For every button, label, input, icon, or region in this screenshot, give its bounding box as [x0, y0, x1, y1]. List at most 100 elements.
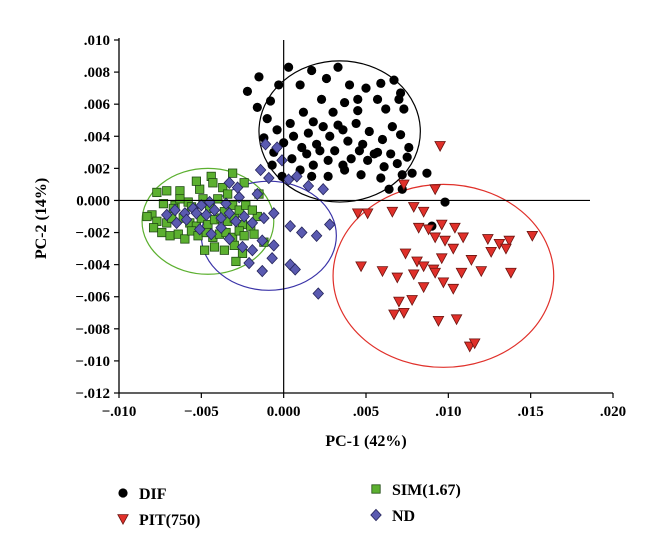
point-dif — [339, 97, 350, 108]
legend-swatch-square — [371, 484, 381, 494]
point-sim167 — [157, 227, 167, 238]
point-nd — [266, 252, 278, 265]
x-tick-label: −.005 — [184, 404, 219, 420]
point-dif — [330, 146, 340, 156]
point-dif — [354, 146, 365, 156]
legend-label-dif: DIF — [139, 486, 167, 503]
point-dif — [422, 168, 432, 178]
point-nd — [271, 141, 283, 154]
point-pit750 — [465, 255, 478, 266]
point-dif — [272, 125, 282, 135]
point-sim167 — [241, 200, 251, 210]
point-pit750 — [417, 261, 430, 273]
legend-item-pit750: PIT(750) — [117, 512, 200, 529]
point-sim167 — [247, 205, 257, 215]
y-tick-label: .010 — [84, 33, 110, 49]
point-dif — [363, 155, 373, 165]
point-sim167 — [231, 256, 241, 267]
point-sim167 — [175, 186, 185, 196]
y-tick-label: −.002 — [75, 226, 110, 242]
point-dif — [252, 102, 262, 112]
point-sim167 — [173, 229, 183, 239]
point-dif — [389, 75, 399, 85]
point-dif — [302, 149, 312, 159]
axes — [114, 38, 614, 398]
point-pit750 — [393, 296, 405, 308]
y-tick-label: −.006 — [75, 290, 110, 306]
point-dif — [288, 131, 299, 141]
point-sim167 — [213, 194, 223, 204]
point-dif — [404, 142, 414, 153]
x-tick-label: .020 — [600, 404, 626, 420]
point-nd — [251, 187, 264, 201]
point-dif — [297, 142, 307, 153]
point-nd — [170, 216, 183, 230]
legend-swatch-triangle-down — [117, 514, 129, 526]
point-pit750 — [429, 267, 442, 279]
point-nd — [310, 229, 323, 242]
point-sim167 — [180, 234, 190, 244]
legend-item-nd: ND — [370, 508, 415, 525]
point-pit750 — [485, 246, 498, 258]
point-nd — [243, 256, 255, 270]
point-dif — [351, 118, 361, 129]
point-dif — [339, 165, 350, 175]
group-ellipse-pit750 — [332, 183, 555, 368]
point-sim167 — [162, 186, 172, 196]
x-tick-label: 0.000 — [267, 404, 301, 420]
point-nd — [161, 208, 173, 222]
point-dif — [402, 152, 412, 162]
point-dif — [394, 94, 404, 104]
point-dif — [307, 171, 317, 181]
point-dif — [274, 80, 284, 90]
point-pit750 — [407, 269, 420, 281]
point-dif — [287, 154, 297, 164]
point-nd — [324, 218, 336, 231]
legend: DIF PIT(750) SIM(1.67) ND — [117, 482, 461, 529]
point-pit750 — [447, 243, 460, 255]
point-sim167 — [158, 199, 169, 209]
point-nd — [263, 171, 275, 185]
point-dif — [307, 65, 317, 76]
point-sim167 — [218, 183, 228, 193]
point-pit750 — [447, 283, 460, 295]
point-dif — [308, 117, 318, 127]
point-dif — [353, 94, 363, 104]
point-sim167 — [142, 211, 152, 222]
point-dif — [242, 86, 253, 96]
point-nd — [200, 208, 213, 222]
point-pit750 — [450, 314, 463, 326]
point-nd — [190, 207, 203, 220]
point-nd — [276, 154, 288, 167]
point-dif — [384, 184, 394, 194]
group-ellipse-sim167 — [141, 167, 275, 275]
point-nd — [236, 240, 249, 254]
point-nd — [317, 183, 329, 196]
point-dif — [315, 146, 325, 156]
legend-item-dif: DIF — [118, 486, 167, 503]
point-sim167 — [175, 194, 185, 204]
point-dif — [377, 134, 388, 145]
point-dif — [284, 62, 294, 72]
plot-area — [141, 60, 555, 368]
tick-labels: .010 .008 .006 .004 .002 0.000 −.002 −.004 −.006… — [75, 33, 626, 420]
point-nd — [258, 211, 270, 225]
point-nd — [230, 215, 242, 228]
point-dif — [267, 160, 277, 170]
point-dif — [295, 80, 305, 90]
legend-label-pit750: PIT(750) — [139, 512, 200, 529]
y-tick-label: .006 — [84, 97, 111, 113]
point-pit750 — [503, 235, 516, 247]
point-nd — [205, 227, 217, 241]
point-dif — [321, 73, 332, 84]
point-pit750 — [422, 224, 435, 236]
legend-label-sim167: SIM(1.67) — [392, 482, 461, 499]
point-dif — [308, 160, 318, 170]
point-sim167 — [249, 229, 259, 239]
point-sim167 — [209, 242, 220, 252]
y-tick-label: .004 — [84, 129, 111, 145]
x-tick-label: −.010 — [102, 404, 137, 420]
point-dif — [387, 122, 397, 132]
point-dif — [407, 168, 417, 178]
point-nd — [233, 191, 245, 204]
